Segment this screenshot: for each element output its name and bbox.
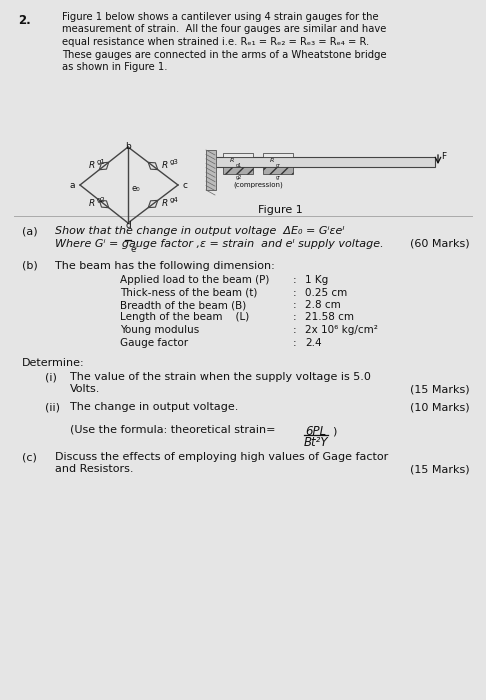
Text: (Use the formula: theoretical strain=: (Use the formula: theoretical strain=: [70, 424, 276, 434]
Text: Young modulus: Young modulus: [120, 325, 199, 335]
Text: Discuss the effects of employing high values of Gage factor: Discuss the effects of employing high va…: [55, 452, 388, 462]
Text: These gauges are connected in the arms of a Wheatstone bridge: These gauges are connected in the arms o…: [62, 50, 387, 60]
Text: 0.25 cm: 0.25 cm: [305, 288, 347, 298]
Text: :: :: [293, 337, 297, 347]
Bar: [223, 167, 253, 174]
Text: g1: g1: [236, 163, 242, 168]
Bar: [263, 153, 293, 157]
Text: g3: g3: [170, 159, 179, 165]
Bar: [215, 157, 435, 167]
Text: Breadth of the beam (B): Breadth of the beam (B): [120, 300, 246, 310]
Text: (15 Marks): (15 Marks): [410, 384, 470, 394]
Text: g²: g²: [276, 175, 281, 180]
Text: Figure 1: Figure 1: [258, 205, 302, 215]
Text: Gauge factor: Gauge factor: [120, 337, 188, 347]
Text: R: R: [270, 169, 274, 174]
Text: ): ): [332, 426, 336, 436]
Text: equal resistance when strained i.e. Rₑ₁ = Rₑ₂ = Rₑ₃ = Rₑ₄ = R.: equal resistance when strained i.e. Rₑ₁ …: [62, 37, 369, 47]
Text: (c): (c): [22, 452, 37, 462]
Text: 21.58 cm: 21.58 cm: [305, 312, 354, 323]
Text: (a): (a): [22, 226, 37, 236]
Text: R: R: [162, 162, 168, 171]
Text: (15 Marks): (15 Marks): [410, 464, 470, 474]
Text: as shown in Figure 1.: as shown in Figure 1.: [62, 62, 168, 72]
Bar: [223, 153, 253, 157]
Text: measurement of strain.  All the four gauges are similar and have: measurement of strain. All the four gaug…: [62, 25, 386, 34]
Text: The change in output voltage.: The change in output voltage.: [70, 402, 238, 412]
Text: Length of the beam    (L): Length of the beam (L): [120, 312, 249, 323]
Text: (compression): (compression): [233, 181, 283, 188]
Text: :: :: [293, 325, 297, 335]
Text: (10 Marks): (10 Marks): [410, 402, 470, 412]
Text: a: a: [69, 181, 75, 190]
Text: Determine:: Determine:: [22, 358, 85, 368]
Text: R: R: [270, 158, 274, 162]
Text: eᴵ: eᴵ: [130, 245, 137, 254]
Text: :: :: [293, 275, 297, 285]
Text: b: b: [125, 142, 131, 151]
Text: R: R: [89, 162, 95, 171]
Text: (i): (i): [45, 372, 57, 382]
Text: g1: g1: [97, 159, 106, 165]
Text: The beam has the following dimension:: The beam has the following dimension:: [55, 261, 275, 271]
Text: d: d: [125, 221, 131, 230]
Bar: [263, 167, 293, 174]
Text: g2: g2: [236, 175, 242, 180]
Text: Thick-ness of the beam (t): Thick-ness of the beam (t): [120, 288, 258, 298]
Text: g4: g4: [170, 197, 179, 203]
Text: Applied load to the beam (P): Applied load to the beam (P): [120, 275, 269, 285]
Text: (ii): (ii): [45, 402, 60, 412]
Text: (60 Marks): (60 Marks): [410, 239, 470, 249]
Text: 2.4: 2.4: [305, 337, 322, 347]
Text: The value of the strain when the supply voltage is 5.0: The value of the strain when the supply …: [70, 372, 371, 382]
Text: 2.8 cm: 2.8 cm: [305, 300, 341, 310]
Text: (b): (b): [22, 261, 38, 271]
Text: :: :: [293, 300, 297, 310]
Text: R: R: [229, 169, 234, 174]
Text: Figure 1 below shows a cantilever using 4 strain gauges for the: Figure 1 below shows a cantilever using …: [62, 12, 379, 22]
Text: 1 Kg: 1 Kg: [305, 275, 328, 285]
Text: :: :: [293, 288, 297, 298]
Bar: [206, 150, 216, 190]
Text: R: R: [229, 158, 234, 162]
Text: g¹: g¹: [276, 163, 281, 168]
Text: Bt²Y: Bt²Y: [304, 436, 328, 449]
Text: :: :: [293, 312, 297, 323]
Text: 2.: 2.: [18, 14, 31, 27]
Text: and Resistors.: and Resistors.: [55, 464, 134, 474]
Text: 6PL: 6PL: [305, 425, 327, 438]
Text: e₀: e₀: [131, 184, 139, 193]
Text: R: R: [162, 199, 168, 209]
Text: c: c: [182, 181, 187, 190]
Text: R: R: [89, 199, 95, 209]
Text: g2: g2: [97, 197, 106, 203]
Text: F: F: [441, 152, 446, 161]
Text: Volts.: Volts.: [70, 384, 101, 394]
Text: Show that the change in output voltage  ΔE₀ = Gⁱεeᴵ: Show that the change in output voltage Δ…: [55, 226, 345, 236]
Text: Where Gⁱ = gauge factor ,ε = strain  and eᴵ supply voltage.: Where Gⁱ = gauge factor ,ε = strain and …: [55, 239, 383, 249]
Text: 2x 10⁶ kg/cm²: 2x 10⁶ kg/cm²: [305, 325, 378, 335]
